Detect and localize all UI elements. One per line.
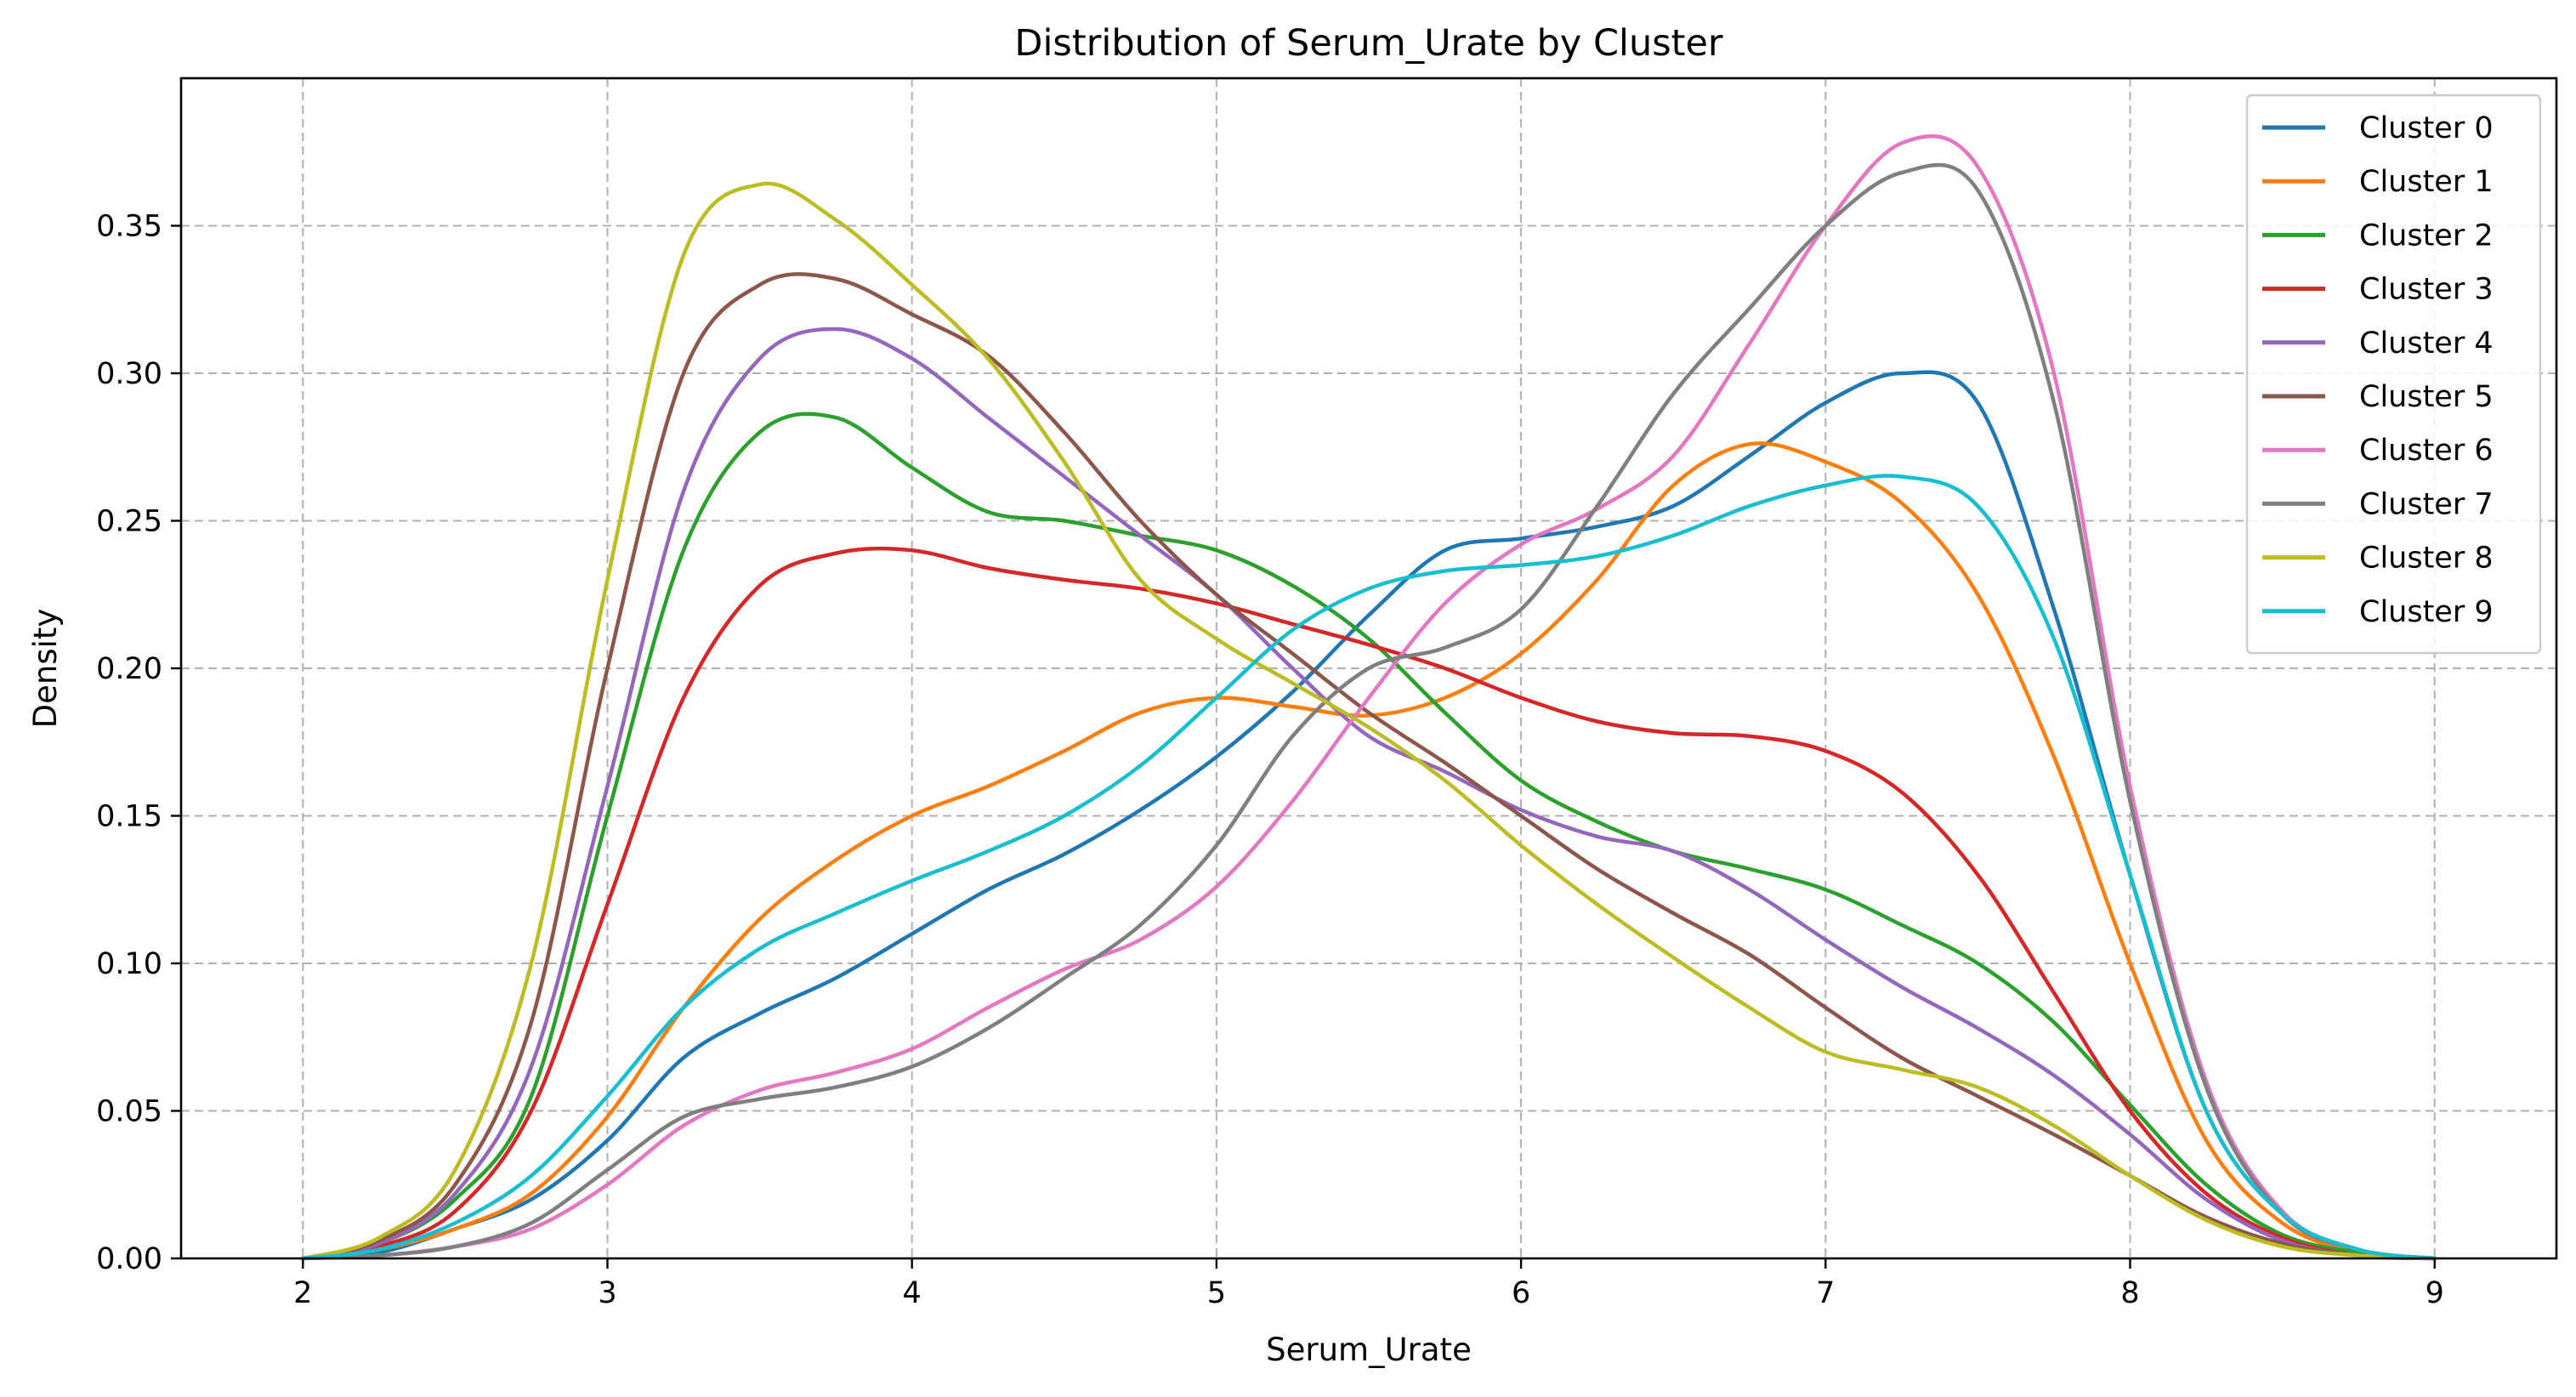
- x-tick-label: 4: [903, 1276, 922, 1310]
- y-tick-label: 0.10: [96, 947, 162, 981]
- x-tick-label: 7: [1816, 1276, 1835, 1310]
- x-tick-label: 6: [1512, 1276, 1530, 1310]
- y-tick-label: 0.30: [96, 357, 162, 391]
- legend-label: Cluster 8: [2359, 542, 2494, 576]
- series-line-cluster-8: [301, 181, 2437, 1261]
- x-axis-ticks: 2 3 4 5 6 7 8 9: [293, 1258, 2444, 1310]
- legend-label: Cluster 2: [2359, 219, 2494, 253]
- legend-label: Cluster 5: [2359, 380, 2494, 414]
- legend-label: Cluster 0: [2359, 111, 2494, 145]
- y-tick-label: 0.25: [96, 505, 162, 539]
- legend-label: Cluster 9: [2359, 595, 2494, 629]
- x-tick-label: 8: [2120, 1276, 2139, 1310]
- y-tick-label: 0.00: [96, 1242, 162, 1276]
- legend-label: Cluster 1: [2359, 165, 2494, 199]
- series-lines: [301, 133, 2437, 1261]
- series-line-cluster-4: [301, 327, 2437, 1261]
- x-tick-label: 3: [598, 1276, 616, 1310]
- legend-label: Cluster 7: [2359, 487, 2494, 521]
- series-line-cluster-3: [301, 546, 2437, 1261]
- chart-title: Distribution of Serum_Urate by Cluster: [1014, 22, 1723, 65]
- x-tick-label: 9: [2426, 1276, 2444, 1310]
- y-axis-label: Density: [27, 609, 64, 729]
- legend-label: Cluster 3: [2359, 273, 2494, 307]
- x-tick-label: 2: [293, 1276, 312, 1310]
- y-tick-label: 0.15: [96, 800, 162, 834]
- x-axis-label: Serum_Urate: [1266, 1332, 1472, 1368]
- x-tick-label: 5: [1207, 1276, 1226, 1310]
- y-tick-label: 0.20: [96, 652, 162, 686]
- series-line-cluster-6: [301, 133, 2437, 1261]
- series-line-cluster-5: [301, 272, 2437, 1261]
- legend-label: Cluster 4: [2359, 327, 2494, 361]
- y-axis-ticks: 0.00 0.05 0.10 0.15 0.20 0.25 0.30 0.35: [96, 210, 181, 1276]
- y-tick-label: 0.35: [96, 210, 162, 244]
- y-tick-label: 0.05: [96, 1095, 162, 1129]
- series-line-cluster-9: [301, 474, 2437, 1261]
- series-line-cluster-7: [301, 162, 2437, 1261]
- series-line-cluster-2: [301, 412, 2437, 1261]
- legend-label: Cluster 6: [2359, 434, 2494, 468]
- legend: Cluster 0 Cluster 1 Cluster 2 Cluster 3 Clus…: [2245, 94, 2542, 655]
